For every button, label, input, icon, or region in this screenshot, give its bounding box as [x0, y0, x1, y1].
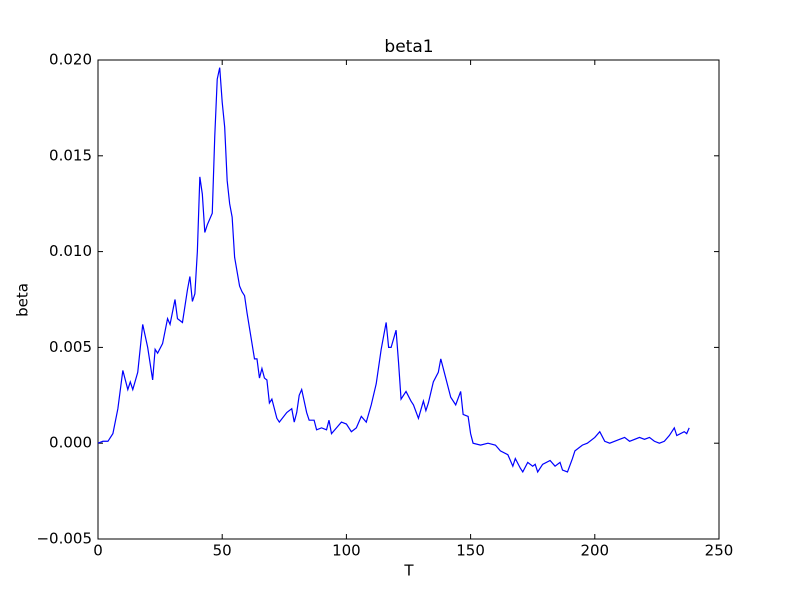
y-tick-label: 0.020 [49, 51, 92, 69]
y-tick-label: 0.000 [49, 434, 92, 452]
x-tick-label: 150 [456, 542, 485, 560]
plot-frame [97, 59, 720, 540]
y-tick-label: 0.005 [49, 338, 92, 356]
y-tick-label: 0.010 [49, 242, 92, 260]
y-tick-label: −0.005 [36, 530, 92, 548]
data-line [97, 67, 690, 474]
x-tick-label: 0 [93, 542, 103, 560]
x-tick-label: 250 [705, 542, 734, 560]
y-tick-label: 0.015 [49, 146, 92, 164]
x-tick-label: 100 [332, 542, 361, 560]
x-axis-label: T [403, 562, 414, 580]
x-tick-label: 50 [213, 542, 232, 560]
chart-title: beta1 [384, 37, 433, 57]
x-tick-label: 200 [580, 542, 609, 560]
y-axis-label: beta [14, 283, 32, 317]
